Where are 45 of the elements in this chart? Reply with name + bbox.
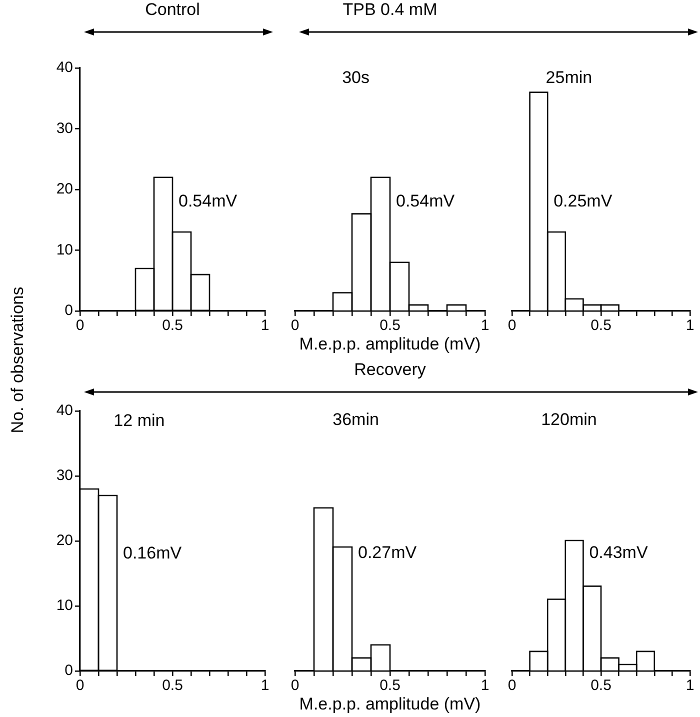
annotation: 0.54mV xyxy=(178,191,238,210)
y-tick-label: 40 xyxy=(56,59,73,76)
x-tick-label: 0.5 xyxy=(590,317,612,334)
x-tick-label: 0 xyxy=(508,317,516,334)
x-axis-title: M.e.p.p. amplitude (mV) xyxy=(299,334,481,354)
x-tick-label: 1 xyxy=(480,317,490,334)
x-tick-label: 0.5 xyxy=(590,677,612,694)
y-tick-label: 10 xyxy=(56,597,73,614)
x-tick-label: 1 xyxy=(260,677,270,694)
x-tick-label: 0 xyxy=(290,317,300,334)
x-tick-label: 0 xyxy=(76,317,84,334)
annotation: 0.25mV xyxy=(554,191,613,210)
chart-title: 120min xyxy=(541,410,597,430)
annotation: 0.27mV xyxy=(358,543,418,562)
y-tick-label: 10 xyxy=(56,241,73,258)
x-tick-label: 0 xyxy=(290,677,300,694)
chart-title: 36min xyxy=(332,410,379,430)
x-tick-label: 1 xyxy=(260,317,270,334)
chart-title: 12 min xyxy=(114,411,165,430)
x-tick-label: 1 xyxy=(686,317,694,334)
x-tick-label: 1 xyxy=(480,677,490,694)
chart-subtitle: Control xyxy=(145,0,200,20)
y-tick-label: 0 xyxy=(64,662,73,680)
annotation: 0.43mV xyxy=(589,543,648,562)
chart-title: 25min xyxy=(546,68,592,88)
x-tick-label: 0 xyxy=(76,677,84,694)
y-tick-label: 30 xyxy=(56,467,73,484)
y-tick-label: 20 xyxy=(56,180,73,198)
chart-title: 30s xyxy=(342,68,370,88)
chart-subtitle: Recovery xyxy=(354,360,426,380)
y-tick-label: 30 xyxy=(56,120,73,137)
annotation: 0.16mV xyxy=(123,544,182,563)
x-tick-label: 0 xyxy=(508,677,516,694)
y-tick-label: 0 xyxy=(64,302,73,320)
annotation: 0.54mV xyxy=(396,191,456,210)
x-tick-label: 1 xyxy=(686,677,694,694)
x-tick-label: 0.5 xyxy=(380,317,400,334)
x-tick-label: 0.5 xyxy=(162,677,183,694)
x-tick-label: 0.5 xyxy=(380,677,400,694)
y-axis-title: No. of observations xyxy=(8,286,28,434)
x-tick-label: 0.5 xyxy=(162,317,183,334)
chart-subtitle: TPB 0.4 mM xyxy=(342,0,438,20)
y-tick-label: 40 xyxy=(56,402,73,420)
x-axis-title: M.e.p.p. amplitude (mV) xyxy=(299,694,481,714)
y-tick-label: 20 xyxy=(56,532,73,550)
